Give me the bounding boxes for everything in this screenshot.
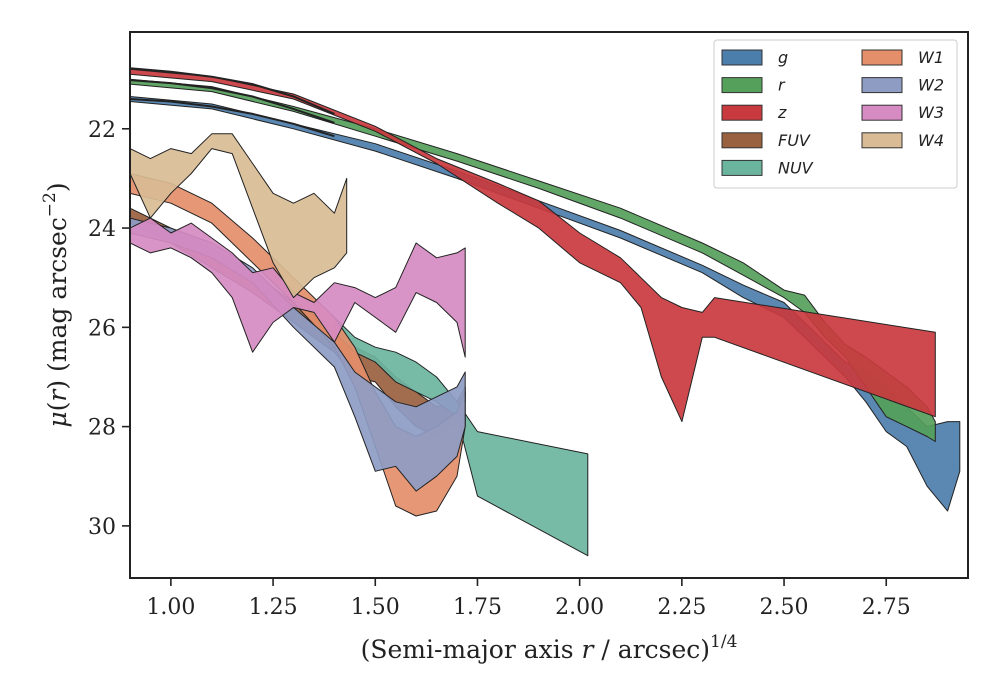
x-axis-label-sup: 1/4 xyxy=(710,632,737,652)
series-band-z xyxy=(130,68,936,423)
y-tick-label: 22 xyxy=(88,118,116,143)
y-axis-label-open: ( xyxy=(43,402,72,412)
x-axis: 1.00 1.25 1.50 1.75 2.00 2.25 2.50 2.75 xyxy=(146,578,911,620)
legend-label-w4: W4 xyxy=(918,131,944,150)
series-band-w4 xyxy=(130,133,348,299)
legend-label-w1: W1 xyxy=(918,48,944,67)
y-axis-label-mid: ) (mag arcsec xyxy=(43,217,72,390)
y-tick-label: 28 xyxy=(88,416,116,441)
y-axis-label: μ(r) (mag arcsec−2) xyxy=(40,182,72,427)
y-axis-label-mu: μ xyxy=(43,411,72,427)
y-axis-label-sup: −2 xyxy=(40,192,60,217)
x-tick-label: 1.75 xyxy=(453,595,502,620)
legend-label-g: g xyxy=(778,48,788,67)
series-band-w3 xyxy=(130,217,466,358)
legend-label-w2: W2 xyxy=(918,76,944,95)
legend-swatch-fuv xyxy=(721,132,763,149)
series-band-r xyxy=(130,78,936,442)
x-tick-label: 1.25 xyxy=(249,595,298,620)
y-axis: 22 24 26 28 30 xyxy=(88,118,130,540)
x-tick-label: 2.50 xyxy=(760,595,809,620)
legend-swatch-r xyxy=(721,77,763,94)
y-tick-label: 26 xyxy=(88,316,116,341)
legend-label-z: z xyxy=(777,103,787,122)
legend-label-w3: W3 xyxy=(918,103,944,122)
y-tick-label: 24 xyxy=(88,217,116,242)
legend-swatch-w4 xyxy=(861,132,903,149)
legend-label-nuv: NUV xyxy=(778,158,814,177)
x-tick-label: 2.25 xyxy=(657,595,706,620)
series-band-nuv xyxy=(333,316,589,557)
x-axis-label-pre: (Semi-major axis xyxy=(361,635,582,664)
x-axis-label-mid: / arcsec) xyxy=(593,635,710,664)
legend-swatch-w2 xyxy=(861,77,903,94)
model-line-3 xyxy=(130,98,335,138)
legend-swatch-w3 xyxy=(861,104,903,121)
legend-swatch-nuv xyxy=(721,159,763,176)
model-line-2 xyxy=(130,79,335,124)
y-tick-label: 30 xyxy=(88,515,116,540)
legend: grz FUV NUV W1 W2 W3 W4 xyxy=(713,39,958,189)
x-tick-label: 1.50 xyxy=(351,595,400,620)
x-axis-label-var: r xyxy=(582,635,596,664)
y-axis-label-var: r xyxy=(43,388,72,402)
legend-label-fuv: FUV xyxy=(778,131,811,150)
model-line-layer xyxy=(130,67,335,138)
plot-frame xyxy=(129,31,969,579)
model-line-1 xyxy=(130,67,335,115)
legend-swatch-g xyxy=(721,49,763,66)
legend-frame xyxy=(713,39,958,189)
series-layer xyxy=(130,68,961,557)
series-band-g xyxy=(130,96,961,512)
x-axis-label: (Semi-major axis r / arcsec)1/4 xyxy=(361,632,738,664)
legend-swatch-z xyxy=(721,104,763,121)
x-tick-label: 2.75 xyxy=(862,595,911,620)
x-tick-label: 2.00 xyxy=(555,595,604,620)
x-tick-label: 1.00 xyxy=(146,595,195,620)
legend-swatch-w1 xyxy=(861,49,903,66)
y-axis-label-close: ) xyxy=(43,182,72,192)
legend-label-r: r xyxy=(778,76,786,95)
